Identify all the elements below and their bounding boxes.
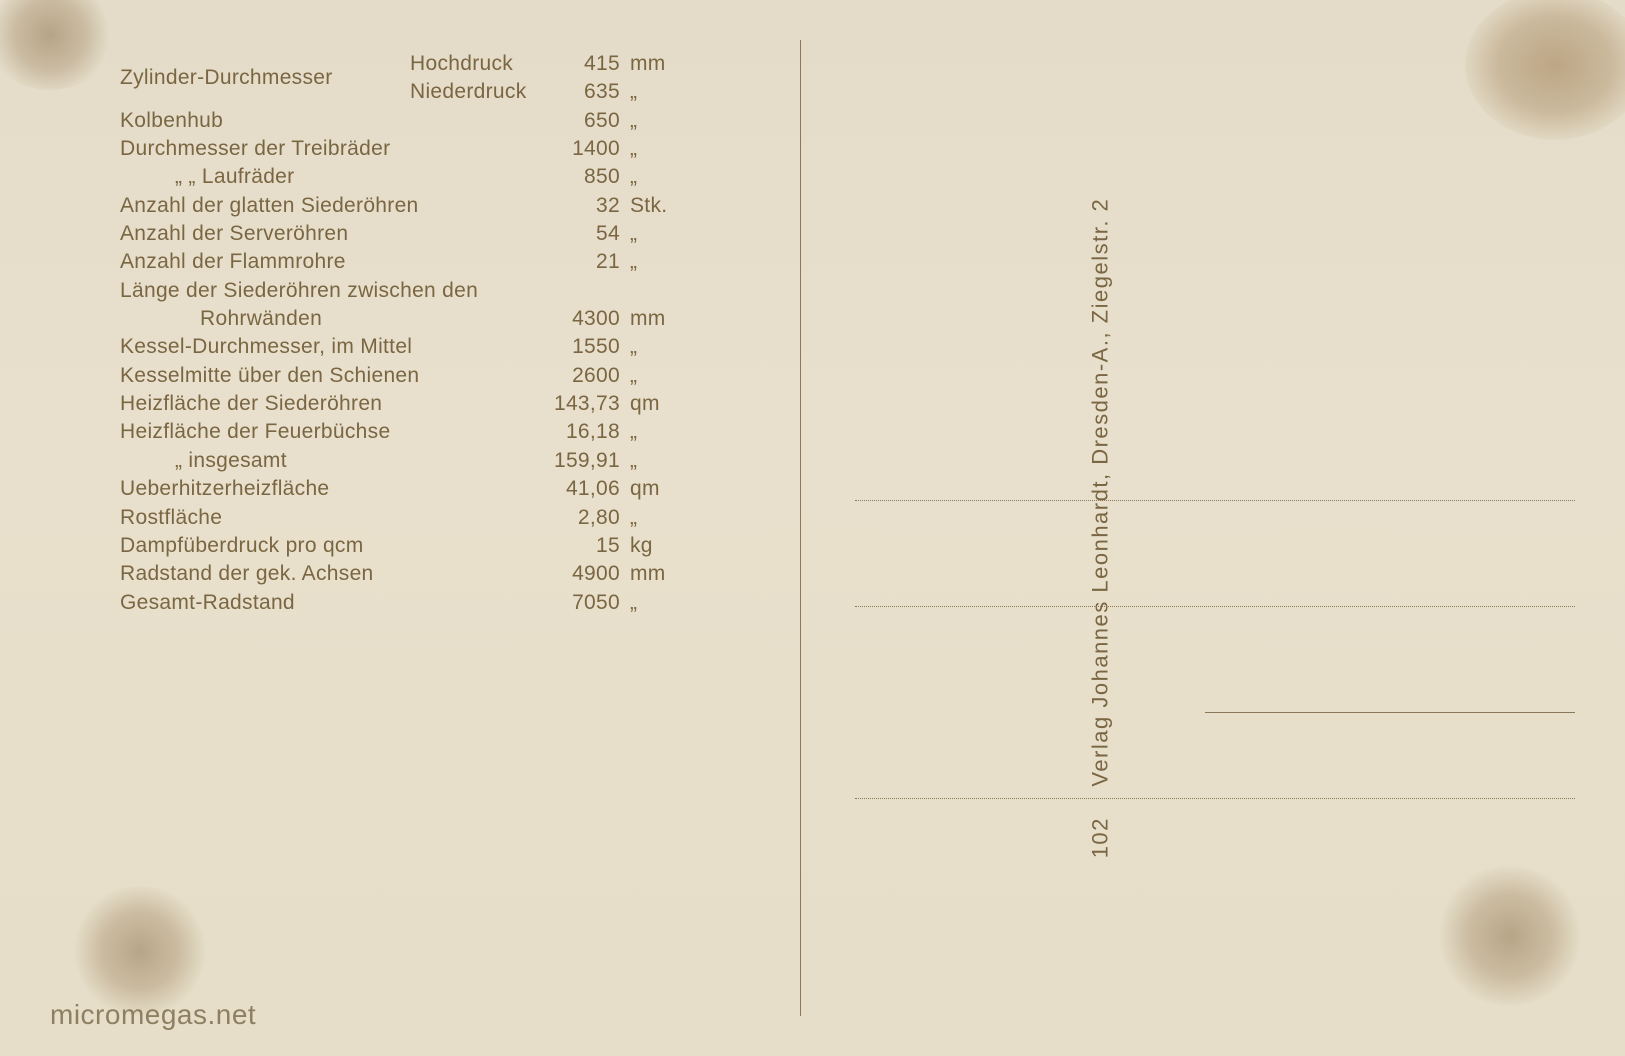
spec-unit: „: [620, 589, 670, 617]
spec-unit: „: [620, 447, 670, 475]
spec-row: Heizfläche der Feuerbüchse16,18„: [120, 418, 670, 446]
specifications-table: Zylinder-DurchmesserHochdruck415mmNieder…: [120, 50, 670, 617]
spec-row: Kesselmitte über den Schienen2600„: [120, 362, 670, 390]
spec-label: Dampfüberdruck pro qcm: [120, 532, 540, 560]
watermark: micromegas.net: [50, 999, 256, 1031]
spec-value: 850: [540, 163, 620, 191]
spec-label: Kesselmitte über den Schienen: [120, 362, 540, 390]
spec-label: Kessel-Durchmesser, im Mittel: [120, 333, 540, 361]
address-line-3: [1205, 712, 1575, 713]
spec-row: Länge der Siederöhren zwischen den: [120, 277, 670, 305]
address-area: [855, 500, 1575, 904]
spec-row: Rohrwänden4300mm: [120, 305, 670, 333]
spec-unit: kg: [620, 532, 670, 560]
address-line-1: [855, 500, 1575, 501]
spec-value: 143,73: [540, 390, 620, 418]
spec-unit: „: [620, 504, 670, 532]
spec-row: Ueberhitzerheizfläche41,06qm: [120, 475, 670, 503]
spec-value: 16,18: [540, 418, 620, 446]
spec-value: 41,06: [540, 475, 620, 503]
spec-unit: Stk.: [620, 192, 670, 220]
center-divider: [800, 40, 801, 1016]
spec-label: Anzahl der Flammrohre: [120, 248, 540, 276]
spec-sublabel: Niederdruck: [410, 78, 540, 106]
spec-label: „ insgesamt: [120, 447, 540, 475]
spec-row: Radstand der gek. Achsen4900mm: [120, 560, 670, 588]
spec-value: 635: [540, 78, 620, 106]
spec-label: Ueberhitzerheizfläche: [120, 475, 540, 503]
spec-value: 650: [540, 107, 620, 135]
spec-row: Durchmesser der Treibräder1400„: [120, 135, 670, 163]
spec-row: Gesamt-Radstand7050„: [120, 589, 670, 617]
spec-row: Dampfüberdruck pro qcm15kg: [120, 532, 670, 560]
spec-unit: mm: [620, 560, 670, 588]
spec-unit: „: [620, 333, 670, 361]
spec-value: 159,91: [540, 447, 620, 475]
spec-unit: mm: [620, 50, 670, 78]
spec-row: „ insgesamt159,91„: [120, 447, 670, 475]
spec-unit: „: [620, 107, 670, 135]
spec-value: 32: [540, 192, 620, 220]
spec-label: Kolbenhub: [120, 107, 540, 135]
spec-label: Anzahl der Serveröhren: [120, 220, 540, 248]
spec-row: „ „ Laufräder850„: [120, 163, 670, 191]
spec-label: Rohrwänden: [120, 305, 540, 333]
spec-unit: „: [620, 163, 670, 191]
spec-row: Anzahl der Serveröhren54„: [120, 220, 670, 248]
spec-row: Zylinder-DurchmesserHochdruck415mm Nieder…: [120, 50, 670, 107]
spec-label: Durchmesser der Treibräder: [120, 135, 540, 163]
spec-unit: „: [620, 248, 670, 276]
spec-label: Heizfläche der Feuerbüchse: [120, 418, 540, 446]
spec-unit: „: [620, 220, 670, 248]
spec-value: 21: [540, 248, 620, 276]
spec-label: Anzahl der glatten Siederöhren: [120, 192, 540, 220]
spec-value: 2600: [540, 362, 620, 390]
spec-value: 1550: [540, 333, 620, 361]
spec-value: 15: [540, 532, 620, 560]
spec-value: 1400: [540, 135, 620, 163]
stain-bottom-left: [70, 886, 210, 1016]
spec-unit: „: [620, 135, 670, 163]
spec-label: Länge der Siederöhren zwischen den: [120, 277, 620, 305]
spec-value: 2,80: [540, 504, 620, 532]
spec-value: 4300: [540, 305, 620, 333]
spec-unit: qm: [620, 475, 670, 503]
spec-value: 4900: [540, 560, 620, 588]
spec-unit: mm: [620, 305, 670, 333]
spec-row: Rostfläche2,80„: [120, 504, 670, 532]
spec-label: Gesamt-Radstand: [120, 589, 540, 617]
address-line-4: [855, 798, 1575, 799]
postcard-back: Zylinder-DurchmesserHochdruck415mmNieder…: [0, 0, 1625, 1056]
spec-label: Radstand der gek. Achsen: [120, 560, 540, 588]
spec-unit: „: [620, 418, 670, 446]
spec-value: 7050: [540, 589, 620, 617]
stain-top-left: [0, 0, 115, 90]
spec-label: Rostfläche: [120, 504, 540, 532]
spec-row: Anzahl der glatten Siederöhren32Stk.: [120, 192, 670, 220]
spec-value: 54: [540, 220, 620, 248]
stain-top-right: [1465, 0, 1625, 140]
spec-row: Kolbenhub650„: [120, 107, 670, 135]
spec-unit: qm: [620, 390, 670, 418]
spec-row: Kessel-Durchmesser, im Mittel1550„: [120, 333, 670, 361]
address-line-2: [855, 606, 1575, 607]
spec-unit: „: [620, 78, 670, 106]
spec-label: „ „ Laufräder: [120, 163, 540, 191]
spec-row: Anzahl der Flammrohre21„: [120, 248, 670, 276]
spec-sublabel: Hochdruck: [410, 50, 540, 78]
spec-label: Heizfläche der Siederöhren: [120, 390, 540, 418]
spec-label: Zylinder-Durchmesser: [120, 50, 410, 106]
spec-row: Heizfläche der Siederöhren143,73qm: [120, 390, 670, 418]
spec-value: 415: [540, 50, 620, 78]
spec-unit: „: [620, 362, 670, 390]
